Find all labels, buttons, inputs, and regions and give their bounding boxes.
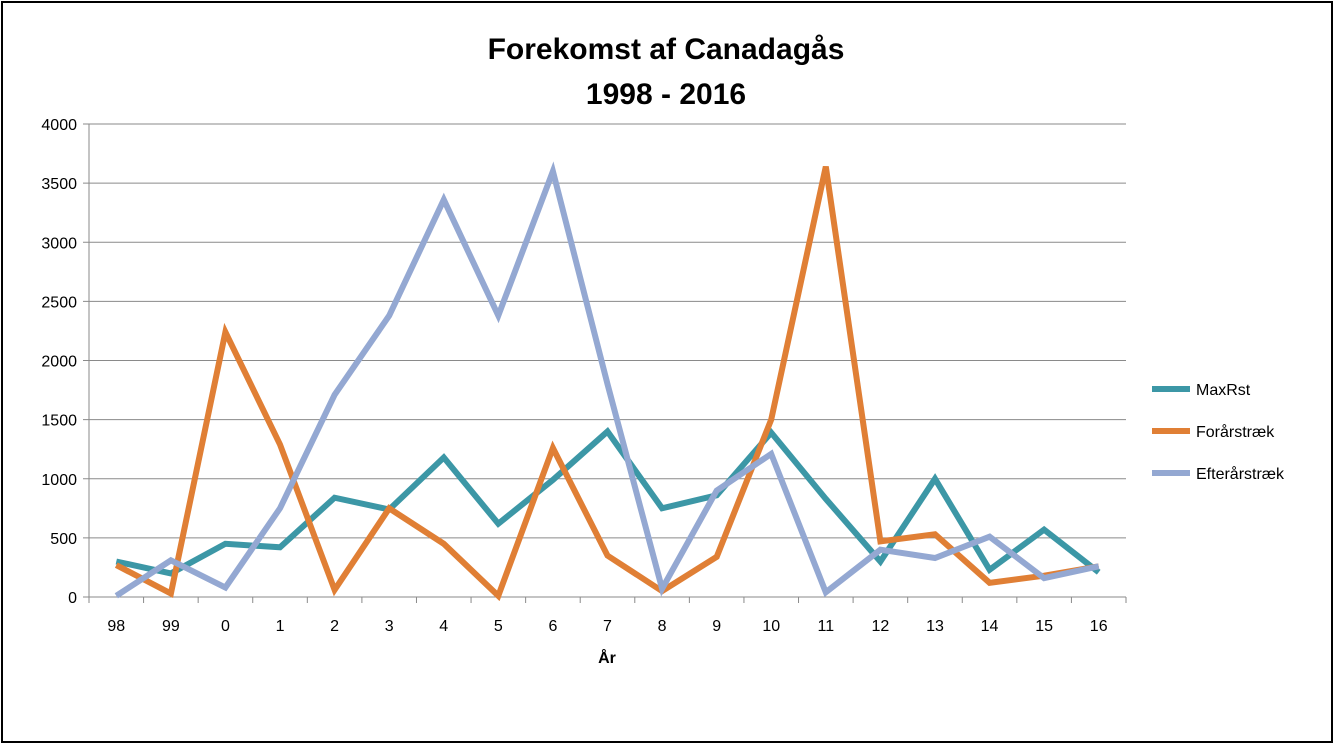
- y-tick-label: 1000: [41, 472, 77, 489]
- x-tick-label: 11: [818, 618, 835, 635]
- y-tick-label: 1500: [41, 413, 77, 430]
- y-tick-label: 3000: [41, 235, 77, 252]
- y-tick-labels: 0 500 1000 1500 2000 2500 3000 3500 4000: [41, 117, 77, 607]
- x-tick-label: 0: [221, 618, 230, 635]
- x-tick-label: 16: [1090, 618, 1108, 635]
- y-tick-label: 2000: [41, 354, 77, 371]
- x-tick-label: 15: [1035, 618, 1053, 635]
- x-tick-label: 13: [926, 618, 944, 635]
- x-tick-label: 9: [712, 618, 721, 635]
- series-lines: [114, 161, 1101, 602]
- x-tick-label: 6: [548, 618, 557, 635]
- chart-title-line2: 1998 - 2016: [586, 78, 746, 111]
- x-tick-label: 8: [658, 618, 667, 635]
- chart-title-line1: Forekomst af Canadagås: [488, 33, 845, 66]
- x-tick-labels: 98 99 0 1 2 3 4 5 6 7 8 9 10 11 12 13 14 15 16: [107, 618, 1107, 635]
- x-axis-title: År: [598, 648, 616, 667]
- y-tick-label: 0: [68, 590, 77, 607]
- gridlines: [89, 123, 1126, 539]
- x-tick-label: 5: [494, 618, 503, 635]
- legend-label: Efterårstræk: [1196, 465, 1285, 483]
- x-tick-label: 99: [162, 618, 180, 635]
- x-tick-label: 98: [107, 618, 125, 635]
- series-line-efter-rstr-k: [114, 161, 1100, 599]
- y-tick-label: 4000: [41, 117, 77, 134]
- x-tick-label: 4: [439, 618, 448, 635]
- y-tick-label: 3500: [41, 176, 77, 193]
- legend: MaxRst Forårstræk Efterårstræk: [1152, 382, 1285, 483]
- axes: [83, 123, 1127, 603]
- x-tick-label: 1: [276, 618, 285, 635]
- x-tick-label: 12: [871, 618, 889, 635]
- y-tick-label: 2500: [41, 294, 77, 311]
- x-tick-label: 2: [330, 618, 339, 635]
- x-tick-label: 3: [385, 618, 394, 635]
- x-tick-label: 10: [762, 618, 780, 635]
- legend-label: MaxRst: [1196, 382, 1251, 399]
- x-tick-label: 7: [603, 618, 612, 635]
- legend-label: Forårstræk: [1196, 423, 1275, 441]
- x-tick-label: 14: [981, 618, 999, 635]
- y-tick-label: 500: [50, 531, 77, 548]
